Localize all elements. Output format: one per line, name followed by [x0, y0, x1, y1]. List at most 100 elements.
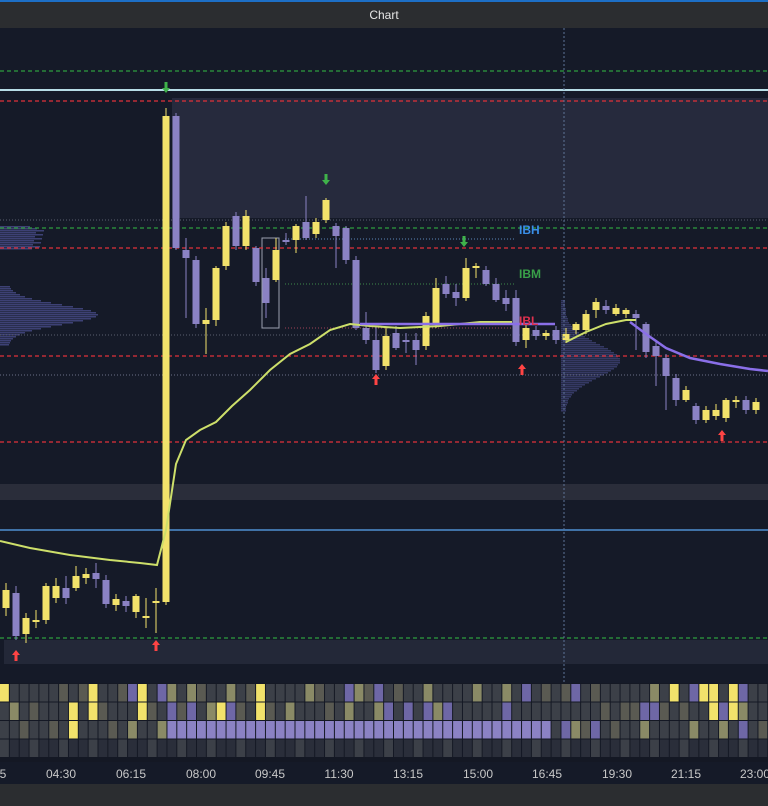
volume-profile-bar	[561, 350, 611, 352]
volume-profile-bar	[561, 336, 585, 338]
candle-body	[582, 314, 590, 330]
heatmap-cell	[256, 739, 265, 757]
candle-body	[622, 310, 630, 314]
heatmap-cell	[354, 702, 364, 720]
volume-profile-bar	[0, 320, 83, 322]
heatmap-cell	[413, 702, 423, 720]
heatmap-cell	[157, 702, 167, 720]
heatmap-cell	[9, 721, 19, 739]
heatmap-cell	[581, 702, 590, 720]
heatmap-cell	[620, 702, 630, 720]
volume-profile-bar	[561, 390, 577, 392]
heatmap-cell	[49, 721, 59, 739]
shaded-zone	[172, 98, 768, 218]
heatmap-cell	[728, 702, 738, 720]
heatmap-cell	[315, 684, 325, 702]
volume-profile-bar	[561, 406, 566, 408]
heatmap-cell	[453, 702, 462, 720]
vwap-line	[0, 321, 512, 567]
candle-body	[332, 226, 340, 236]
candle-body	[432, 288, 440, 324]
heatmap-cell	[226, 739, 236, 757]
x-tick-label: 08:00	[186, 767, 216, 781]
candle-body	[252, 248, 260, 282]
heatmap-cell	[325, 684, 334, 702]
volume-profile-bar	[0, 338, 13, 340]
volume-profile-bar	[561, 372, 608, 374]
volume-profile-bar	[561, 330, 577, 332]
heatmap-cell	[0, 739, 9, 757]
time-axis: 5 04:30 06:15 08:00 09:45 11:30 13:15 15…	[0, 767, 768, 781]
candle-body	[92, 573, 100, 579]
heatmap-cell	[187, 739, 196, 757]
signal-arrows-layer	[12, 82, 726, 661]
heatmap-cell	[197, 739, 206, 757]
heatmap-cell	[699, 721, 709, 739]
heatmap-cell	[591, 684, 600, 702]
heatmap-cell	[502, 721, 512, 739]
volume-profile-bar	[0, 326, 51, 328]
heatmap-cell	[738, 721, 748, 739]
heatmap-cell	[728, 684, 738, 702]
heatmap-cell	[177, 721, 187, 739]
heatmap-cell	[423, 702, 433, 720]
volume-profile-bar	[0, 234, 43, 236]
heatmap-cell	[640, 721, 650, 739]
heatmap-cell	[147, 721, 157, 739]
candle-body	[712, 410, 720, 416]
heatmap-cell	[236, 684, 246, 702]
volume-profile-bar	[561, 322, 569, 324]
heatmap-cell	[679, 684, 689, 702]
candle-body	[2, 590, 10, 608]
heatmap-cell	[59, 702, 68, 720]
candle-body	[652, 346, 660, 356]
heatmap-cell	[147, 739, 157, 757]
heatmap-cell	[265, 702, 275, 720]
heatmap-cell	[137, 684, 147, 702]
candle-body	[62, 588, 70, 598]
heatmap-cell	[433, 739, 443, 757]
heatmap-cell	[502, 684, 512, 702]
volume-profile-bar	[0, 328, 41, 330]
x-tick-label: 09:45	[255, 767, 285, 781]
heatmap-cell	[689, 739, 699, 757]
volume-profile-bar	[561, 376, 600, 378]
candle-body	[702, 410, 710, 420]
heatmap-cell	[98, 684, 108, 702]
volume-profile-bar	[561, 384, 585, 386]
heatmap-cell	[600, 684, 610, 702]
candle-body	[172, 116, 180, 248]
volume-profile-bar	[0, 294, 20, 296]
heatmap-cell	[650, 684, 659, 702]
heatmap-cell	[512, 684, 522, 702]
candle-body	[132, 596, 140, 612]
heatmap-cell	[305, 702, 315, 720]
heatmap-cell	[709, 702, 719, 720]
heatmap-cell	[128, 739, 137, 757]
volume-profile-bar	[561, 348, 608, 350]
x-tick-label: 23:00	[740, 767, 768, 781]
candle-body	[392, 333, 400, 348]
heatmap-cell	[98, 739, 108, 757]
x-tick-label: 13:15	[393, 767, 423, 781]
shaded-zone	[4, 640, 768, 664]
candle-body	[752, 402, 760, 410]
heatmap-cell	[620, 721, 630, 739]
time-axis-bg	[0, 762, 768, 784]
heatmap-cell	[748, 702, 758, 720]
price-chart[interactable]: IBH IBM IBL 5 04:30 06:15 08:00 09:45 11…	[0, 28, 768, 784]
heatmap-cell	[512, 721, 522, 739]
window-title: Chart	[369, 8, 399, 22]
volume-profile-bar	[0, 302, 51, 304]
vwap-line	[565, 319, 636, 343]
heatmap-cell	[0, 721, 9, 739]
heatmap-cell	[689, 684, 699, 702]
heatmap-cell	[128, 684, 137, 702]
candle-body	[42, 586, 50, 620]
heatmap-cell	[581, 739, 590, 757]
candle-body	[272, 250, 280, 280]
volume-profile-bar	[0, 306, 73, 308]
volume-profile-bar	[0, 312, 96, 314]
heatmap-cell	[492, 702, 502, 720]
volume-profile-bar	[0, 318, 91, 320]
